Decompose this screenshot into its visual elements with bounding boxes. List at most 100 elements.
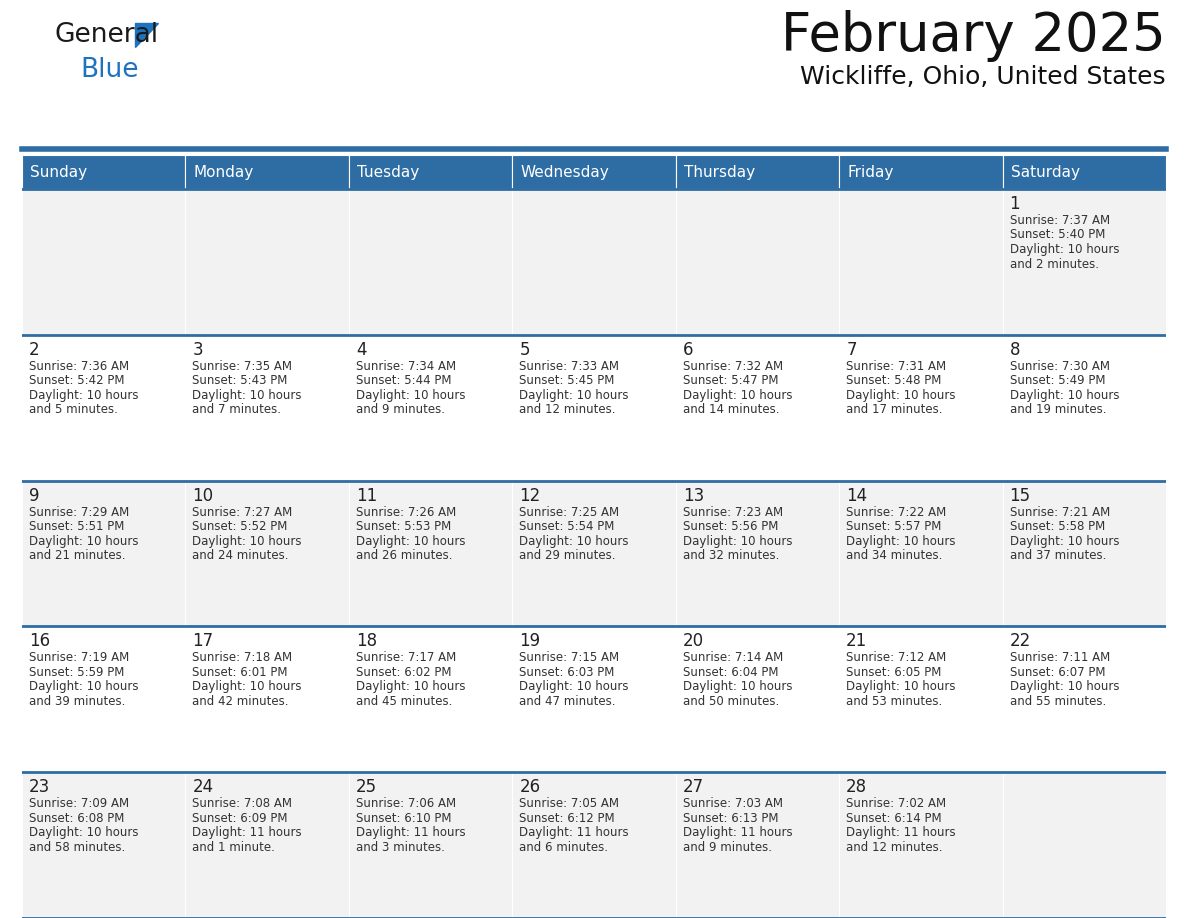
Text: 19: 19 bbox=[519, 633, 541, 650]
Bar bbox=[839, 155, 1003, 189]
Text: Daylight: 10 hours: Daylight: 10 hours bbox=[1010, 534, 1119, 548]
Text: Daylight: 10 hours: Daylight: 10 hours bbox=[29, 826, 139, 839]
Text: 11: 11 bbox=[356, 487, 377, 505]
Text: 7: 7 bbox=[846, 341, 857, 359]
Text: Daylight: 10 hours: Daylight: 10 hours bbox=[29, 534, 139, 548]
Text: Sunrise: 7:23 AM: Sunrise: 7:23 AM bbox=[683, 506, 783, 519]
Text: Sunset: 5:56 PM: Sunset: 5:56 PM bbox=[683, 521, 778, 533]
Text: Sunset: 6:05 PM: Sunset: 6:05 PM bbox=[846, 666, 942, 679]
Text: Daylight: 10 hours: Daylight: 10 hours bbox=[1010, 243, 1119, 256]
Text: Sunrise: 7:35 AM: Sunrise: 7:35 AM bbox=[192, 360, 292, 373]
Bar bbox=[839, 481, 1003, 626]
Text: Sunrise: 7:03 AM: Sunrise: 7:03 AM bbox=[683, 797, 783, 811]
Text: and 3 minutes.: and 3 minutes. bbox=[356, 841, 444, 854]
Text: Sunrise: 7:36 AM: Sunrise: 7:36 AM bbox=[29, 360, 129, 373]
Bar bbox=[349, 189, 512, 335]
Text: Sunset: 6:02 PM: Sunset: 6:02 PM bbox=[356, 666, 451, 679]
Bar bbox=[185, 481, 349, 626]
Bar bbox=[839, 772, 1003, 918]
Text: and 6 minutes.: and 6 minutes. bbox=[519, 841, 608, 854]
Bar bbox=[23, 335, 185, 481]
Text: Daylight: 10 hours: Daylight: 10 hours bbox=[29, 389, 139, 402]
Bar bbox=[1003, 626, 1165, 772]
Text: and 12 minutes.: and 12 minutes. bbox=[519, 403, 615, 416]
Text: Sunrise: 7:15 AM: Sunrise: 7:15 AM bbox=[519, 652, 619, 665]
Text: Sunrise: 7:29 AM: Sunrise: 7:29 AM bbox=[29, 506, 129, 519]
Text: Daylight: 10 hours: Daylight: 10 hours bbox=[356, 389, 466, 402]
Text: Daylight: 10 hours: Daylight: 10 hours bbox=[846, 389, 955, 402]
Bar bbox=[185, 189, 349, 335]
Text: Sunset: 5:44 PM: Sunset: 5:44 PM bbox=[356, 375, 451, 387]
Text: and 47 minutes.: and 47 minutes. bbox=[519, 695, 615, 708]
Text: and 9 minutes.: and 9 minutes. bbox=[356, 403, 444, 416]
Text: and 1 minute.: and 1 minute. bbox=[192, 841, 276, 854]
Text: Sunrise: 7:06 AM: Sunrise: 7:06 AM bbox=[356, 797, 456, 811]
Text: Wickliffe, Ohio, United States: Wickliffe, Ohio, United States bbox=[801, 65, 1165, 89]
Text: Sunrise: 7:27 AM: Sunrise: 7:27 AM bbox=[192, 506, 292, 519]
Text: and 17 minutes.: and 17 minutes. bbox=[846, 403, 942, 416]
Text: Sunset: 6:07 PM: Sunset: 6:07 PM bbox=[1010, 666, 1105, 679]
Text: Daylight: 10 hours: Daylight: 10 hours bbox=[519, 389, 628, 402]
Text: Daylight: 11 hours: Daylight: 11 hours bbox=[519, 826, 628, 839]
Text: Sunset: 5:49 PM: Sunset: 5:49 PM bbox=[1010, 375, 1105, 387]
Text: 14: 14 bbox=[846, 487, 867, 505]
Bar bbox=[1003, 189, 1165, 335]
Text: Sunday: Sunday bbox=[30, 164, 87, 180]
Polygon shape bbox=[135, 23, 158, 47]
Text: Tuesday: Tuesday bbox=[356, 164, 419, 180]
Text: 17: 17 bbox=[192, 633, 214, 650]
Text: Sunset: 5:57 PM: Sunset: 5:57 PM bbox=[846, 521, 942, 533]
Text: Sunset: 6:12 PM: Sunset: 6:12 PM bbox=[519, 812, 615, 824]
Text: and 55 minutes.: and 55 minutes. bbox=[1010, 695, 1106, 708]
Bar bbox=[23, 481, 185, 626]
Bar bbox=[676, 155, 839, 189]
Text: Daylight: 10 hours: Daylight: 10 hours bbox=[1010, 389, 1119, 402]
Bar bbox=[512, 189, 676, 335]
Text: Daylight: 11 hours: Daylight: 11 hours bbox=[846, 826, 956, 839]
Bar bbox=[676, 772, 839, 918]
Text: 8: 8 bbox=[1010, 341, 1020, 359]
Text: and 29 minutes.: and 29 minutes. bbox=[519, 549, 615, 562]
Bar bbox=[512, 155, 676, 189]
Bar bbox=[185, 626, 349, 772]
Text: Blue: Blue bbox=[80, 57, 139, 83]
Text: Daylight: 10 hours: Daylight: 10 hours bbox=[683, 389, 792, 402]
Bar bbox=[185, 155, 349, 189]
Text: 12: 12 bbox=[519, 487, 541, 505]
Bar bbox=[676, 626, 839, 772]
Text: Daylight: 10 hours: Daylight: 10 hours bbox=[1010, 680, 1119, 693]
Text: Sunset: 5:54 PM: Sunset: 5:54 PM bbox=[519, 521, 614, 533]
Text: Sunset: 5:53 PM: Sunset: 5:53 PM bbox=[356, 521, 451, 533]
Text: Daylight: 10 hours: Daylight: 10 hours bbox=[192, 534, 302, 548]
Bar bbox=[512, 772, 676, 918]
Text: Thursday: Thursday bbox=[684, 164, 754, 180]
Text: Sunset: 5:47 PM: Sunset: 5:47 PM bbox=[683, 375, 778, 387]
Text: Sunrise: 7:25 AM: Sunrise: 7:25 AM bbox=[519, 506, 619, 519]
Text: Sunrise: 7:05 AM: Sunrise: 7:05 AM bbox=[519, 797, 619, 811]
Text: Sunrise: 7:11 AM: Sunrise: 7:11 AM bbox=[1010, 652, 1110, 665]
Text: and 32 minutes.: and 32 minutes. bbox=[683, 549, 779, 562]
Bar bbox=[512, 481, 676, 626]
Text: Sunrise: 7:09 AM: Sunrise: 7:09 AM bbox=[29, 797, 129, 811]
Text: Daylight: 10 hours: Daylight: 10 hours bbox=[519, 680, 628, 693]
Text: Sunrise: 7:37 AM: Sunrise: 7:37 AM bbox=[1010, 214, 1110, 227]
Text: and 19 minutes.: and 19 minutes. bbox=[1010, 403, 1106, 416]
Text: and 37 minutes.: and 37 minutes. bbox=[1010, 549, 1106, 562]
Text: Sunset: 6:09 PM: Sunset: 6:09 PM bbox=[192, 812, 287, 824]
Text: Sunset: 5:48 PM: Sunset: 5:48 PM bbox=[846, 375, 942, 387]
Bar bbox=[349, 335, 512, 481]
Bar bbox=[23, 626, 185, 772]
Text: 13: 13 bbox=[683, 487, 704, 505]
Text: Sunset: 6:03 PM: Sunset: 6:03 PM bbox=[519, 666, 614, 679]
Text: Sunset: 6:01 PM: Sunset: 6:01 PM bbox=[192, 666, 287, 679]
Text: 3: 3 bbox=[192, 341, 203, 359]
Text: and 58 minutes.: and 58 minutes. bbox=[29, 841, 125, 854]
Text: and 53 minutes.: and 53 minutes. bbox=[846, 695, 942, 708]
Text: Sunrise: 7:21 AM: Sunrise: 7:21 AM bbox=[1010, 506, 1110, 519]
Text: Daylight: 10 hours: Daylight: 10 hours bbox=[192, 680, 302, 693]
Bar bbox=[23, 155, 185, 189]
Text: 4: 4 bbox=[356, 341, 366, 359]
Bar bbox=[1003, 772, 1165, 918]
Text: and 26 minutes.: and 26 minutes. bbox=[356, 549, 453, 562]
Text: Sunrise: 7:02 AM: Sunrise: 7:02 AM bbox=[846, 797, 947, 811]
